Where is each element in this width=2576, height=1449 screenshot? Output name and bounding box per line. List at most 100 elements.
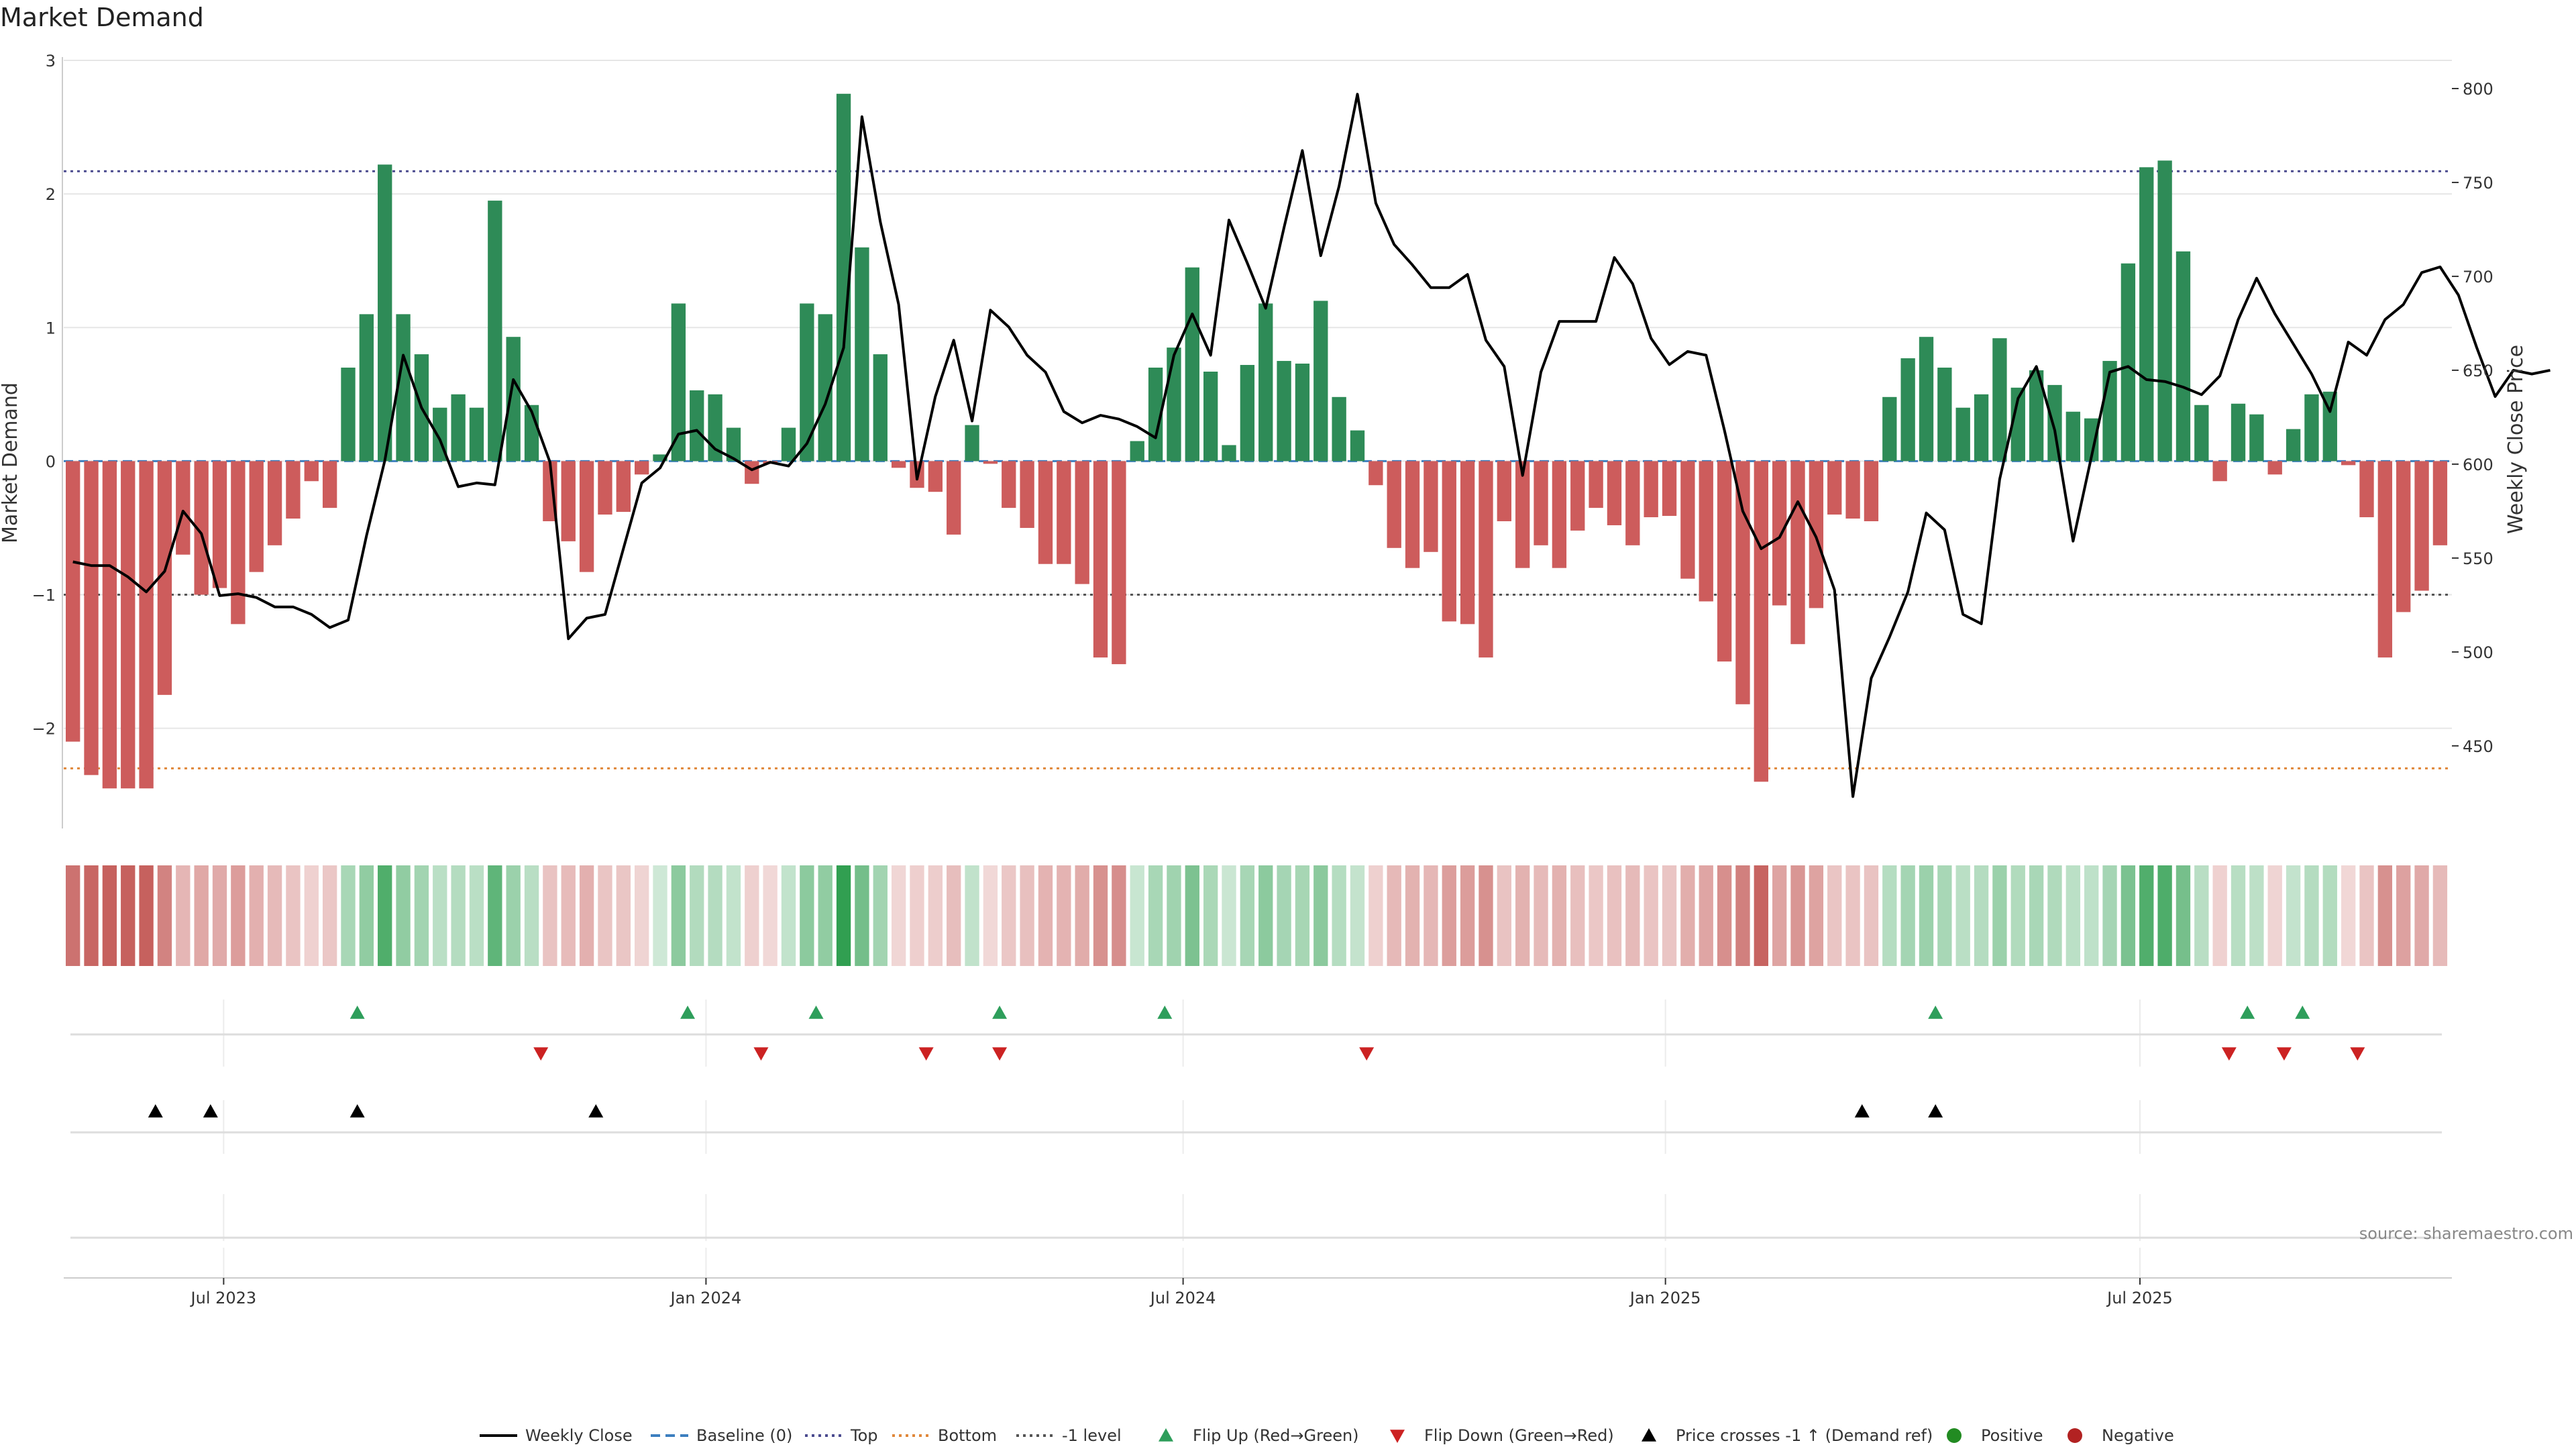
flip-up-marker bbox=[350, 1006, 365, 1019]
heat-cell bbox=[1790, 865, 1805, 966]
y-tick-label: −1 bbox=[32, 586, 56, 605]
demand-bar bbox=[616, 461, 631, 513]
legend-swatch bbox=[1642, 1428, 1656, 1442]
x-tick-label: Jul 2025 bbox=[2106, 1289, 2173, 1307]
heat-cell bbox=[2121, 865, 2136, 966]
heat-cell bbox=[2010, 865, 2025, 966]
heat-cell bbox=[414, 865, 429, 966]
x-tick-label: Jan 2025 bbox=[1629, 1289, 1701, 1307]
demand-bar bbox=[1332, 396, 1346, 462]
y2-tick-label: 600 bbox=[2463, 455, 2493, 474]
legend-swatch bbox=[1390, 1430, 1405, 1443]
demand-bar bbox=[561, 461, 576, 541]
y-axis-label: Market Demand bbox=[0, 382, 22, 543]
price-line-group bbox=[72, 93, 2551, 798]
demand-bar bbox=[579, 461, 594, 572]
price-cross-marker bbox=[350, 1104, 365, 1118]
demand-bar bbox=[873, 354, 888, 462]
heat-cell bbox=[2194, 865, 2209, 966]
weekly-close-line bbox=[72, 93, 2551, 798]
price-cross-marker bbox=[148, 1104, 163, 1118]
demand-bar bbox=[1827, 461, 1842, 515]
heat-cell bbox=[1222, 865, 1236, 966]
heat-cell bbox=[2139, 865, 2154, 966]
heat-cell bbox=[1442, 865, 1456, 966]
heat-cell bbox=[488, 865, 502, 966]
heat-cell bbox=[2304, 865, 2319, 966]
legend-swatch bbox=[1159, 1428, 1173, 1442]
demand-bar bbox=[488, 201, 502, 462]
demand-bar bbox=[891, 461, 906, 468]
demand-bar bbox=[1295, 364, 1310, 462]
demand-bar bbox=[1790, 461, 1805, 645]
demand-heatstrip bbox=[66, 865, 2448, 966]
heat-cell bbox=[873, 865, 888, 966]
heat-cell bbox=[1900, 865, 1915, 966]
demand-bar bbox=[341, 368, 356, 462]
y2-tick-label: 750 bbox=[2463, 174, 2493, 193]
demand-bar bbox=[2212, 461, 2227, 482]
demand-bar bbox=[451, 394, 466, 462]
demand-bar bbox=[396, 314, 411, 462]
demand-bar bbox=[1130, 441, 1144, 462]
heat-cell bbox=[1167, 865, 1181, 966]
heat-cell bbox=[1717, 865, 1732, 966]
demand-bar bbox=[1240, 365, 1255, 462]
heat-cell bbox=[1919, 865, 1934, 966]
heat-cell bbox=[1057, 865, 1071, 966]
legend-label: Flip Down (Green→Red) bbox=[1424, 1426, 1614, 1445]
legend-label: Negative bbox=[2102, 1426, 2174, 1445]
demand-bar bbox=[1992, 338, 2007, 462]
demand-bar bbox=[928, 461, 943, 492]
heat-cell bbox=[836, 865, 851, 966]
demand-bar bbox=[2231, 403, 2246, 462]
heat-cell bbox=[506, 865, 521, 966]
heat-cell bbox=[2212, 865, 2227, 966]
y2-tick-label: 700 bbox=[2463, 268, 2493, 286]
demand-bar bbox=[2047, 384, 2062, 462]
y-tick-label: 1 bbox=[46, 319, 56, 337]
heat-cell bbox=[1002, 865, 1016, 966]
heat-cell bbox=[267, 865, 282, 966]
flip-markers-panel bbox=[70, 1000, 2442, 1067]
demand-bar bbox=[1735, 461, 1750, 704]
legend-label: Flip Up (Red→Green) bbox=[1193, 1426, 1359, 1445]
heat-cell bbox=[1882, 865, 1897, 966]
heat-cell bbox=[1332, 865, 1346, 966]
demand-bar bbox=[781, 427, 796, 462]
heat-cell bbox=[1845, 865, 1860, 966]
demand-bar bbox=[1479, 461, 1493, 658]
y2-tick-label: 500 bbox=[2463, 643, 2493, 662]
flip-up-marker bbox=[2240, 1006, 2255, 1019]
demand-bar bbox=[304, 461, 319, 482]
demand-bar bbox=[176, 461, 191, 555]
demand-bar bbox=[800, 303, 814, 462]
demand-bar bbox=[2065, 411, 2080, 462]
heat-cell bbox=[1864, 865, 1879, 966]
demand-bar bbox=[1625, 461, 1640, 545]
heat-cell bbox=[726, 865, 741, 966]
demand-bars bbox=[66, 93, 2448, 789]
price-cross-marker bbox=[1854, 1104, 1870, 1118]
heat-cell bbox=[543, 865, 557, 966]
flip-down-marker bbox=[918, 1047, 934, 1061]
heat-cell bbox=[1607, 865, 1622, 966]
demand-bar bbox=[1057, 461, 1071, 564]
legend-swatch bbox=[2068, 1428, 2082, 1443]
price-cross-marker bbox=[588, 1104, 604, 1118]
demand-bar bbox=[653, 454, 667, 462]
demand-bar bbox=[1644, 461, 1658, 518]
heat-cell bbox=[286, 865, 301, 966]
demand-bar bbox=[2377, 461, 2393, 658]
heat-cell bbox=[2047, 865, 2062, 966]
demand-bar bbox=[84, 461, 99, 775]
heat-cell bbox=[1350, 865, 1365, 966]
heat-cell bbox=[1992, 865, 2007, 966]
heat-cell bbox=[2432, 865, 2448, 966]
flip-down-marker bbox=[992, 1047, 1008, 1061]
legend-label: Price crosses -1 ↑ (Demand ref) bbox=[1676, 1426, 1933, 1445]
heat-cell bbox=[2249, 865, 2264, 966]
heat-cell bbox=[231, 865, 246, 966]
demand-bar bbox=[2267, 461, 2282, 475]
demand-bar bbox=[1368, 461, 1383, 486]
